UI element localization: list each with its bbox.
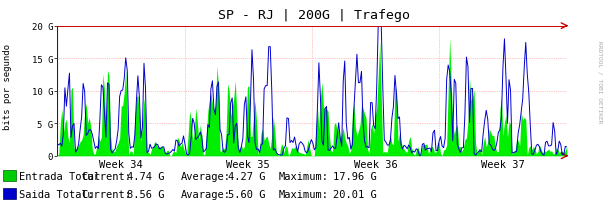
Text: Entrada Total: Entrada Total	[19, 172, 101, 181]
Text: Average:: Average:	[181, 172, 231, 181]
Text: 8.56 G: 8.56 G	[127, 189, 164, 199]
Text: Avarage:: Avarage:	[181, 189, 231, 199]
Text: SP - RJ | 200G | Trafego: SP - RJ | 200G | Trafego	[218, 9, 409, 22]
Text: 20.01 G: 20.01 G	[333, 189, 377, 199]
Text: 5.60 G: 5.60 G	[228, 189, 265, 199]
Text: Saida Total:: Saida Total:	[19, 189, 94, 199]
Text: 4.27 G: 4.27 G	[228, 172, 265, 181]
Text: Current:: Current:	[81, 189, 131, 199]
Text: RRDTOOL / TOBI OETIKER: RRDTOOL / TOBI OETIKER	[598, 41, 602, 123]
Text: 4.74 G: 4.74 G	[127, 172, 164, 181]
Text: Current:: Current:	[81, 172, 131, 181]
Text: 17.96 G: 17.96 G	[333, 172, 377, 181]
Text: bits por segundo: bits por segundo	[3, 44, 11, 130]
Text: Maximum:: Maximum:	[279, 189, 329, 199]
Text: Maximum:: Maximum:	[279, 172, 329, 181]
